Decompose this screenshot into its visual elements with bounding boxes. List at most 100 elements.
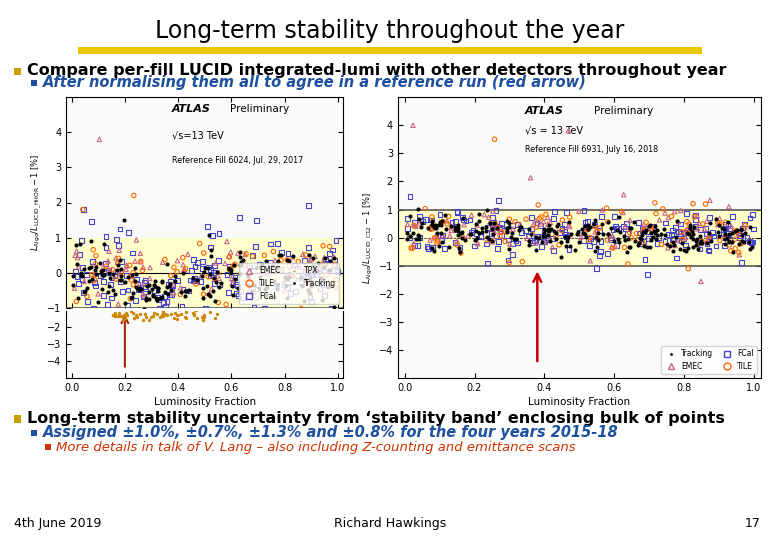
EMEC: [458, 220, 470, 229]
FCal: [639, 255, 651, 264]
TILE: [456, 232, 468, 241]
FCal: [161, 297, 173, 306]
EMEC: [234, 268, 246, 276]
Tracking: [199, 264, 211, 272]
Tracking: [503, 245, 516, 253]
FCal: [173, 306, 186, 314]
TILE: [555, 226, 568, 235]
TILE: [328, 260, 341, 269]
EMEC: [537, 217, 550, 226]
FCal: [675, 237, 687, 245]
TILE: [428, 233, 441, 242]
EMEC: [488, 228, 500, 237]
TILE: [86, 271, 98, 279]
FCal: [212, 256, 225, 265]
EMEC: [166, 280, 179, 289]
Tracking: [667, 246, 679, 255]
Tracking: [746, 243, 758, 252]
TILE: [583, 233, 596, 242]
FCal: [538, 238, 551, 246]
Text: Compare per-fill LUCID integrated-lumi with other detectors throughout year: Compare per-fill LUCID integrated-lumi w…: [27, 63, 726, 78]
FCal: [331, 265, 343, 274]
Tracking: [592, 236, 604, 245]
Tracking: [440, 225, 452, 233]
Tracking: [669, 233, 682, 241]
Tracking: [283, 267, 296, 276]
FCal: [707, 232, 720, 240]
Text: ATLAS: ATLAS: [525, 106, 564, 116]
FCal: [733, 234, 746, 242]
Tracking: [452, 221, 464, 230]
TILE: [686, 230, 699, 239]
Tracking: [273, 251, 285, 259]
Tracking: [622, 242, 635, 251]
FCal: [411, 241, 424, 249]
Tracking: [705, 237, 718, 245]
FCal: [474, 232, 487, 241]
FCal: [324, 304, 337, 313]
FCal: [82, 297, 94, 306]
FCal: [437, 231, 449, 240]
EMEC: [589, 228, 601, 237]
Tracking: [202, 289, 215, 298]
Tracking: [425, 244, 438, 252]
Tracking: [196, 272, 208, 280]
EMEC: [406, 121, 419, 130]
Tracking: [676, 239, 689, 247]
EMEC: [195, 271, 207, 280]
TILE: [330, 275, 342, 284]
FCal: [188, 255, 200, 264]
Tracking: [316, 295, 328, 304]
Tracking: [175, 287, 187, 296]
Tracking: [561, 232, 573, 241]
Tracking: [533, 233, 545, 242]
FCal: [177, 286, 190, 294]
EMEC: [662, 213, 675, 222]
FCal: [684, 224, 697, 233]
FCal: [454, 244, 466, 252]
Tracking: [229, 275, 241, 284]
FCal: [693, 245, 706, 253]
TILE: [495, 228, 508, 237]
EMEC: [175, 284, 187, 292]
FCal: [165, 291, 178, 299]
Tracking: [302, 286, 314, 295]
TILE: [630, 229, 643, 238]
FCal: [732, 228, 745, 237]
EMEC: [71, 253, 83, 262]
FCal: [494, 225, 506, 233]
TILE: [128, 191, 140, 200]
FCal: [77, 288, 90, 297]
TPX: [190, 314, 203, 323]
FCal: [69, 267, 82, 276]
FCal: [310, 271, 323, 279]
EMEC: [309, 268, 321, 277]
Tracking: [205, 252, 218, 261]
Tracking: [242, 271, 254, 280]
FCal: [186, 320, 199, 329]
TILE: [171, 267, 183, 276]
Tracking: [119, 299, 131, 308]
EMEC: [484, 218, 496, 226]
Tracking: [151, 284, 164, 292]
Tracking: [576, 228, 589, 237]
Tracking: [204, 269, 216, 278]
FCal: [674, 220, 686, 228]
FCal: [296, 275, 308, 284]
FCal: [409, 218, 421, 227]
Tracking: [268, 277, 281, 286]
FCal: [560, 208, 573, 217]
TILE: [324, 242, 336, 251]
Tracking: [569, 246, 581, 254]
EMEC: [466, 211, 478, 219]
EMEC: [605, 242, 618, 251]
Tracking: [473, 229, 485, 238]
EMEC: [205, 285, 218, 293]
FCal: [745, 239, 757, 247]
Tracking: [250, 264, 262, 272]
EMEC: [478, 211, 491, 219]
EMEC: [462, 232, 474, 240]
FCal: [409, 241, 421, 250]
FCal: [636, 227, 648, 235]
TILE: [89, 275, 101, 284]
